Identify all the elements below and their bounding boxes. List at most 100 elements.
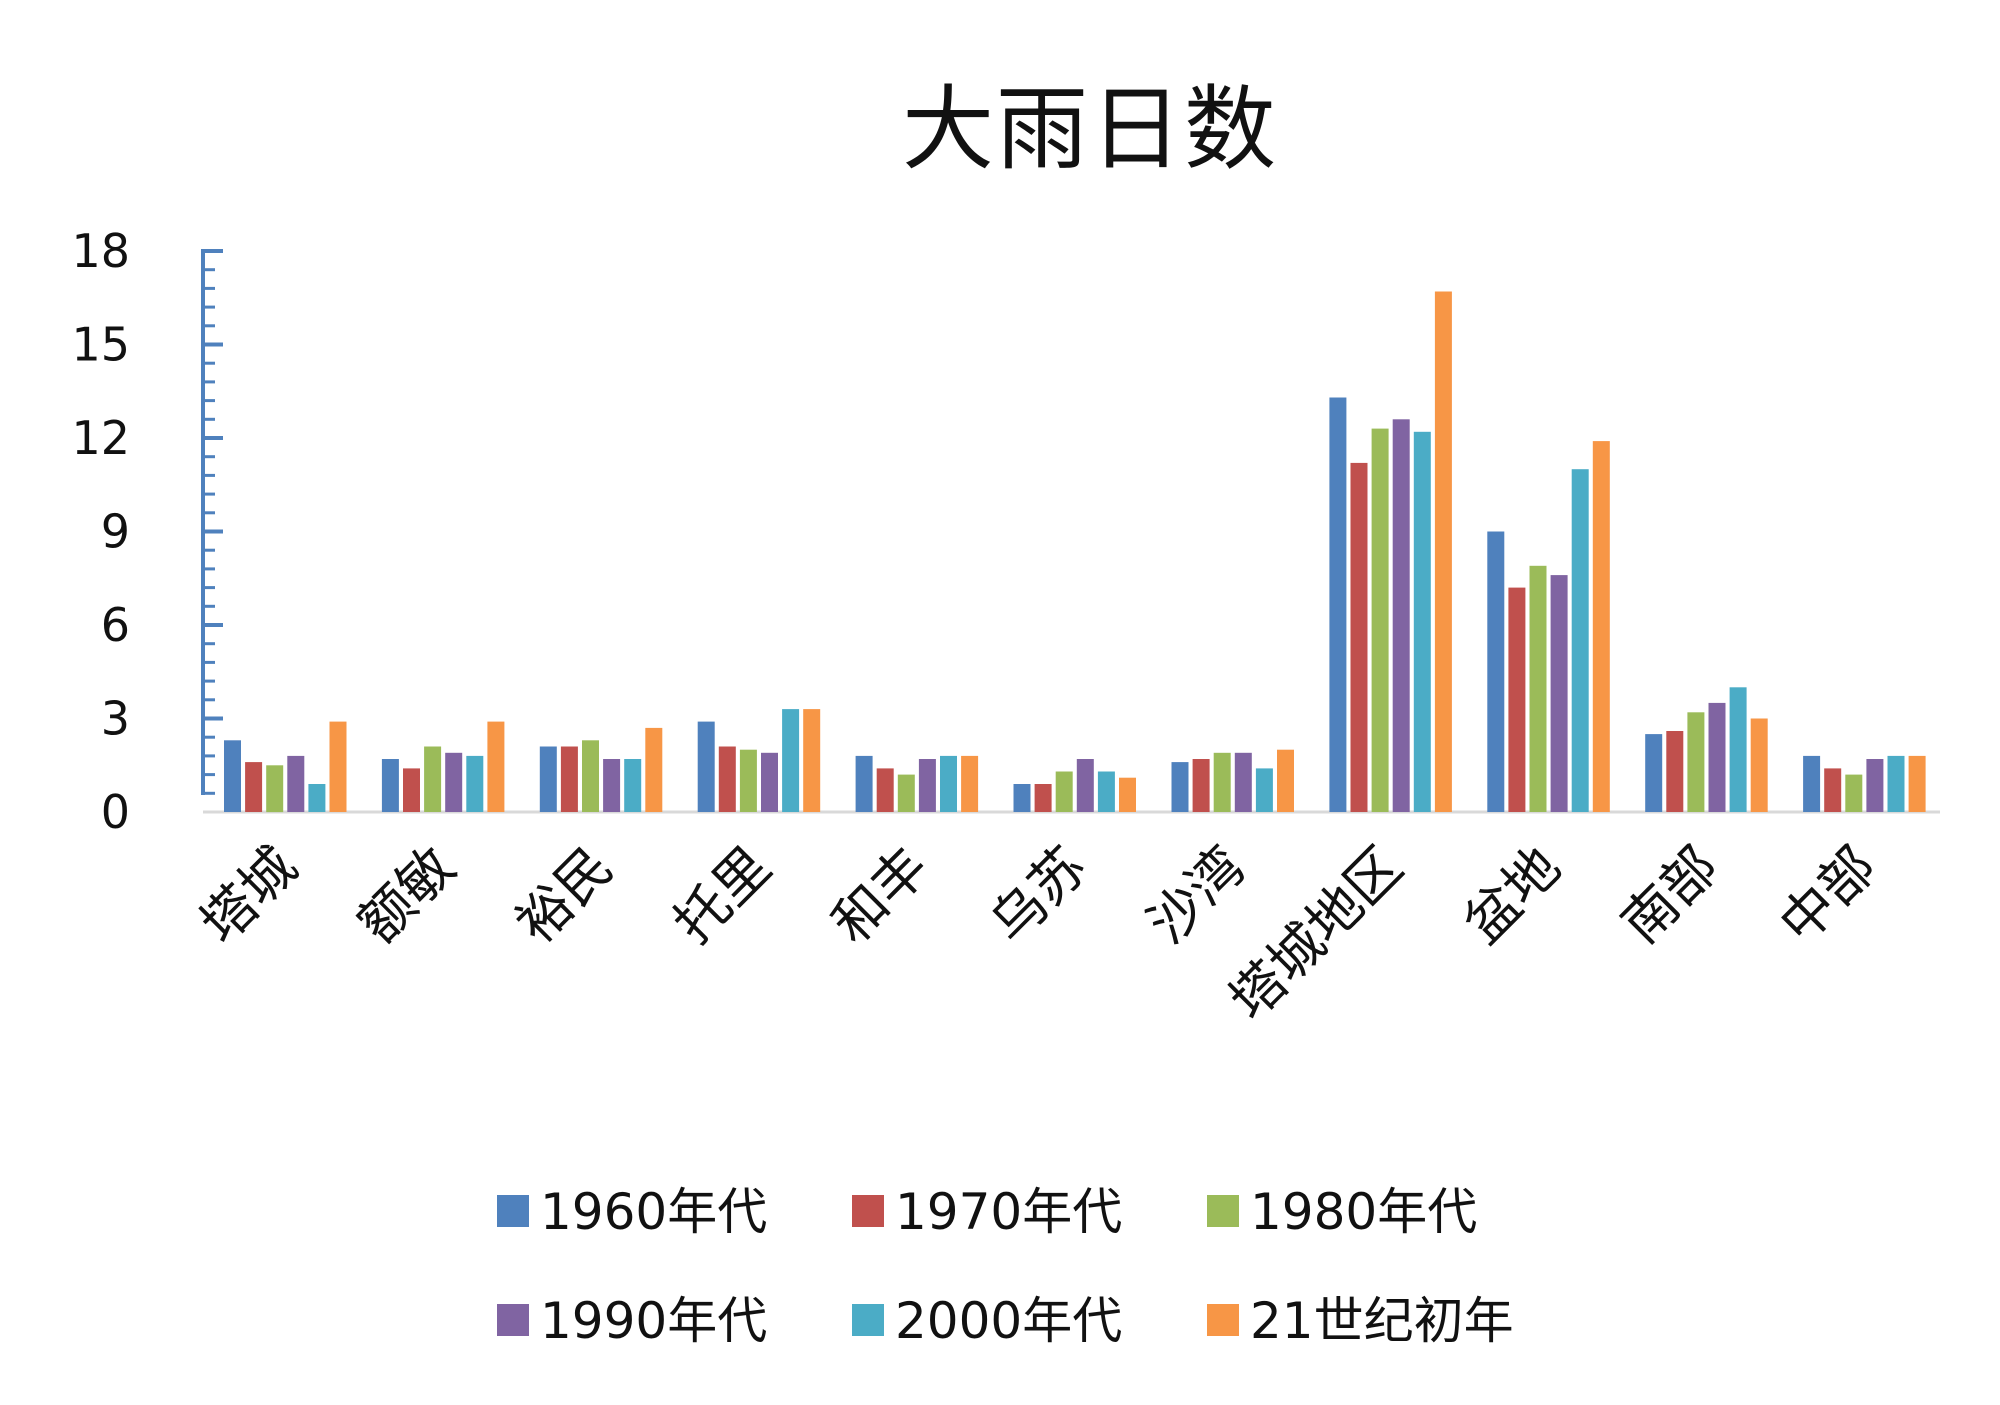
- legend-entry: 21世纪初年: [1250, 1292, 1514, 1350]
- bar: [761, 752, 778, 812]
- bar: [1255, 768, 1273, 812]
- x-tick-label: 南部: [1609, 835, 1730, 956]
- bar: [697, 721, 715, 812]
- bar: [1729, 687, 1747, 812]
- x-tick-label: 额敏: [346, 835, 467, 956]
- y-tick-label: 15: [71, 318, 130, 372]
- legend-swatch: [497, 1195, 529, 1227]
- x-tick-label: 盆地: [1452, 835, 1573, 956]
- bar: [624, 759, 642, 812]
- bar: [245, 762, 263, 812]
- bar: [1350, 462, 1368, 812]
- bar: [940, 755, 957, 812]
- legend-entry: 1970年代: [895, 1183, 1122, 1241]
- bar: [266, 765, 284, 813]
- bar: [739, 749, 757, 812]
- y-tick-label: 18: [71, 224, 130, 278]
- x-tick-label: 塔城: [188, 835, 309, 956]
- chart-title: 大雨日数: [901, 76, 1278, 183]
- bar: [1097, 771, 1115, 812]
- x-tick-label: 沙湾: [1136, 835, 1257, 956]
- bar: [1866, 759, 1884, 812]
- bar: [918, 759, 936, 812]
- bar: [1434, 291, 1452, 812]
- bar: [1076, 759, 1094, 812]
- bar: [1571, 469, 1589, 812]
- bar: [855, 755, 873, 812]
- y-tick-label: 9: [101, 505, 130, 559]
- x-tick-label: 乌苏: [978, 835, 1099, 956]
- legend-entry: 1960年代: [540, 1183, 767, 1241]
- bar: [1371, 428, 1389, 812]
- bar: [645, 727, 663, 812]
- bar: [1192, 759, 1210, 812]
- bar: [466, 755, 484, 812]
- bar: [897, 774, 915, 812]
- bar: [1055, 771, 1073, 812]
- bar: [1824, 768, 1842, 812]
- legend-swatch: [1207, 1304, 1239, 1336]
- bar: [224, 740, 241, 812]
- bar: [876, 768, 894, 812]
- bar: [329, 721, 347, 812]
- bar: [1392, 419, 1410, 812]
- bar: [1508, 587, 1526, 812]
- bar: [539, 746, 557, 812]
- x-tick-label: 中部: [1767, 835, 1888, 956]
- bar: [582, 740, 599, 812]
- bar: [1213, 752, 1231, 812]
- legend-entry: 1980年代: [1250, 1183, 1477, 1241]
- bar: [424, 746, 442, 812]
- bar: [1687, 712, 1705, 812]
- bar: [1887, 755, 1905, 812]
- bar: [1645, 734, 1663, 812]
- legend-swatch: [497, 1304, 529, 1336]
- bar: [603, 759, 621, 812]
- bar: [1845, 774, 1863, 812]
- bar: [1013, 784, 1031, 812]
- bar: [445, 752, 463, 812]
- x-tick-label: 托里: [662, 835, 783, 956]
- legend: 1960年代 1970年代 1980年代 1990年代 2000年代 21世纪初年: [497, 1183, 1514, 1350]
- bar: [1708, 702, 1726, 812]
- bar: [961, 755, 979, 812]
- legend-swatch: [852, 1304, 884, 1336]
- bar: [1666, 731, 1684, 812]
- bars-layer: [224, 291, 1926, 813]
- legend-swatch: [1207, 1195, 1239, 1227]
- y-tick-label: 3: [101, 692, 130, 746]
- bar: [1550, 575, 1568, 812]
- bar: [1277, 749, 1294, 812]
- bar: [718, 746, 736, 812]
- bar: [1034, 784, 1052, 812]
- y-tick-label: 12: [71, 411, 130, 465]
- y-tick-label: 0: [101, 785, 130, 839]
- bar: [308, 784, 326, 812]
- axis-layer: 0 3 6 9 12 15 18: [71, 224, 1940, 839]
- y-tick-label: 6: [101, 598, 130, 652]
- bar: [381, 759, 399, 812]
- bar: [1803, 755, 1821, 812]
- bar: [1529, 565, 1547, 812]
- bar: [1750, 718, 1768, 812]
- x-tick-label: 和丰: [820, 835, 941, 956]
- x-tick-label: 裕民: [504, 835, 625, 956]
- bar: [782, 709, 800, 812]
- legend-swatch: [852, 1195, 884, 1227]
- legend-entry: 1990年代: [540, 1292, 767, 1350]
- legend-entry: 2000年代: [895, 1292, 1122, 1350]
- bar: [403, 768, 420, 812]
- bar: [287, 755, 305, 812]
- bar: [1234, 752, 1252, 812]
- bar: [487, 721, 505, 812]
- bar: [1487, 531, 1505, 812]
- bar: [1119, 777, 1136, 812]
- bar: [1171, 762, 1189, 812]
- bar: [1413, 431, 1431, 812]
- x-tick-label: 塔城地区: [1217, 835, 1414, 1032]
- bar: [560, 746, 578, 812]
- bar: [1592, 441, 1610, 812]
